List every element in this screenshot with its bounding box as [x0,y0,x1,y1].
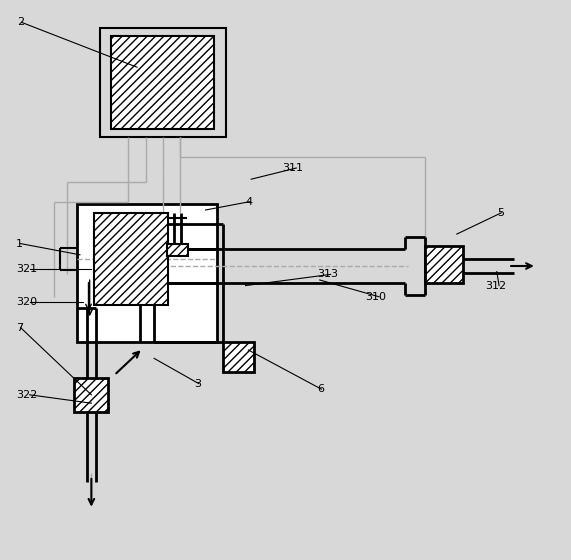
Text: 313: 313 [317,269,338,279]
Text: 3: 3 [194,379,201,389]
Bar [74,378,108,412]
Text: 1: 1 [16,239,23,249]
Text: 5: 5 [497,208,504,218]
Text: 311: 311 [283,163,304,173]
Text: 321: 321 [16,264,37,274]
Text: 320: 320 [16,297,37,307]
Text: 310: 310 [365,292,387,302]
Bar [111,36,214,129]
Bar [100,28,226,137]
Bar [223,342,254,372]
Text: 312: 312 [485,281,506,291]
Text: 6: 6 [317,384,324,394]
Text: 322: 322 [16,390,37,400]
Bar [94,213,168,305]
Bar [167,244,188,256]
Text: 4: 4 [246,197,252,207]
Bar [425,246,463,283]
Bar [77,204,217,342]
Text: 7: 7 [16,323,23,333]
Text: 2: 2 [17,17,24,27]
